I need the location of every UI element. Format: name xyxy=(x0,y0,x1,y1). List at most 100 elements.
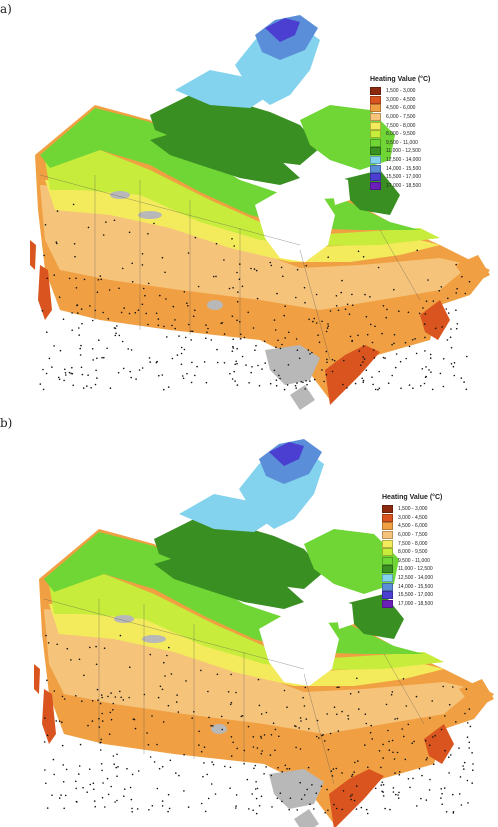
arctic-island xyxy=(154,519,324,589)
weather-station-dot xyxy=(58,296,61,299)
weather-station-dot xyxy=(227,691,230,693)
weather-station-dot xyxy=(130,349,133,351)
weather-station-dot xyxy=(198,744,200,746)
legend-label: 1,500 - 3,000 xyxy=(386,88,416,95)
weather-station-dot xyxy=(203,762,205,764)
weather-station-dot xyxy=(80,344,82,347)
weather-station-dot xyxy=(362,255,365,258)
weather-station-dot xyxy=(281,771,284,773)
weather-station-dot xyxy=(200,802,203,805)
weather-station-dot xyxy=(235,805,237,807)
province-border xyxy=(379,229,421,301)
weather-station-dot xyxy=(210,339,213,341)
weather-station-dot xyxy=(183,291,186,293)
weather-station-dot xyxy=(97,699,99,701)
weather-station-dot xyxy=(458,747,460,749)
weather-station-dot xyxy=(263,340,266,343)
weather-station-dot xyxy=(46,807,49,809)
green-band xyxy=(44,532,424,654)
weather-station-dot xyxy=(378,370,381,373)
legend-item: 14,000 - 15,500 xyxy=(370,164,430,173)
legend-swatch xyxy=(382,556,393,565)
southern-ontario xyxy=(329,769,384,827)
legend-item: 14,000 - 15,500 xyxy=(382,582,442,591)
vancouver-island xyxy=(38,265,52,320)
weather-station-dot xyxy=(102,234,105,236)
weather-station-dot xyxy=(156,743,158,746)
weather-station-dot xyxy=(450,328,452,330)
weather-station-dot xyxy=(369,323,372,326)
weather-station-dot xyxy=(53,773,55,776)
legend-swatch xyxy=(370,113,381,122)
weather-station-dot xyxy=(381,332,383,335)
weather-station-dot xyxy=(444,749,446,752)
weather-station-dot xyxy=(313,808,315,810)
weather-station-dot xyxy=(325,373,328,376)
weather-station-dot xyxy=(215,275,217,278)
weather-station-dot xyxy=(341,808,344,811)
weather-station-dot xyxy=(357,334,359,337)
weather-station-dot xyxy=(166,654,168,657)
weather-station-dot xyxy=(75,780,77,783)
weather-station-dot xyxy=(211,761,213,763)
weather-station-dot xyxy=(43,741,46,743)
weather-station-dot xyxy=(141,367,144,369)
weather-station-dot xyxy=(371,376,373,379)
weather-station-dot xyxy=(468,741,471,744)
legend-label: 1,500 - 3,000 xyxy=(398,506,428,513)
weather-station-dot xyxy=(229,766,232,769)
weather-station-dot xyxy=(70,659,72,661)
weather-station-dot xyxy=(287,331,290,334)
weather-station-dot xyxy=(349,795,352,798)
weather-station-dot xyxy=(296,349,299,352)
weather-station-dot xyxy=(309,803,311,805)
weather-station-dot xyxy=(120,696,122,699)
weather-station-dot xyxy=(382,356,385,359)
legend-label: 12,500 - 14,000 xyxy=(398,575,434,582)
weather-station-dot xyxy=(330,770,333,772)
weather-station-dot xyxy=(190,330,192,333)
weather-station-dot xyxy=(90,387,92,389)
weather-station-dot xyxy=(207,690,209,693)
weather-station-dot xyxy=(315,792,318,794)
weather-station-dot xyxy=(283,314,286,317)
weather-station-dot xyxy=(134,727,137,730)
weather-station-dot xyxy=(147,233,149,235)
dark-green-region xyxy=(150,128,300,185)
legend-item: 15,500 - 17,000 xyxy=(370,173,430,182)
weather-station-dot xyxy=(467,802,469,804)
weather-station-dot xyxy=(112,755,115,757)
weather-station-dot xyxy=(45,634,47,637)
weather-station-dot xyxy=(99,702,102,705)
weather-station-dot xyxy=(306,383,308,386)
weather-station-dot xyxy=(156,360,158,363)
weather-station-dot xyxy=(79,354,82,356)
weather-station-dot xyxy=(251,793,253,795)
weather-station-dot xyxy=(162,721,165,723)
weather-station-dot xyxy=(46,331,48,334)
weather-station-dot xyxy=(440,788,443,790)
weather-station-dot xyxy=(82,387,85,389)
weather-station-dot xyxy=(91,319,94,322)
weather-station-dot xyxy=(86,385,88,387)
weather-station-dot xyxy=(347,718,350,720)
weather-station-dot xyxy=(177,711,180,713)
weather-station-dot xyxy=(344,308,347,311)
ellesmere-north-tip xyxy=(269,442,304,466)
weather-station-dot xyxy=(354,761,356,764)
weather-station-dot xyxy=(253,268,256,270)
weather-station-dot xyxy=(311,351,313,354)
weather-station-dot xyxy=(402,678,405,680)
weather-station-dot xyxy=(71,312,73,314)
weather-station-dot xyxy=(92,359,94,361)
weather-station-dot xyxy=(394,366,397,369)
weather-station-dot xyxy=(186,372,188,375)
weather-station-dot xyxy=(331,358,334,361)
yellow-green-band xyxy=(49,574,444,670)
weather-station-dot xyxy=(94,383,97,386)
weather-station-dot xyxy=(55,241,58,243)
weather-station-dot xyxy=(335,767,338,770)
weather-station-dot xyxy=(315,293,318,296)
weather-station-dot xyxy=(360,806,363,809)
weather-station-dot xyxy=(385,703,388,706)
